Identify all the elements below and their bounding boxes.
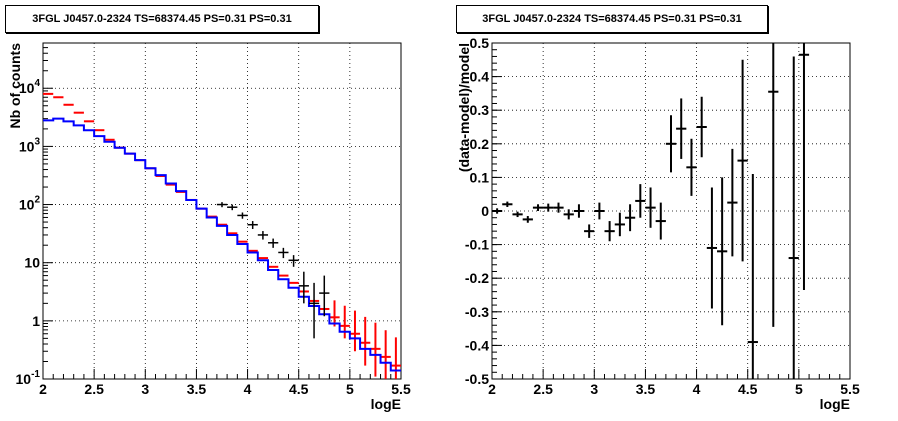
counts-panel: 2 2.5 3 3.5 4 4.5 5 5.5 logE 10-1 1 10 102 103 104 Nb o… bbox=[5, 5, 411, 412]
y-tick-label: 10-1 bbox=[16, 369, 41, 387]
y-tick-label: 0.3 bbox=[470, 102, 490, 118]
blue-step-series bbox=[43, 117, 401, 372]
x-tick-label: 5 bbox=[346, 381, 354, 397]
y-tick-label: -0.4 bbox=[465, 337, 489, 353]
y-tick-label: 0 bbox=[481, 203, 489, 219]
plot-frame bbox=[42, 42, 402, 380]
x-tick-label: 3 bbox=[141, 381, 149, 397]
x-tick-label: 4.5 bbox=[738, 381, 758, 397]
y-tick-label: 0.2 bbox=[470, 136, 490, 152]
x-tick-label: 5 bbox=[795, 381, 803, 397]
y-tick-label: -0.1 bbox=[465, 237, 489, 253]
x-tick-label: 2.5 bbox=[533, 381, 553, 397]
y-axis-label: (data-model)/model bbox=[456, 43, 472, 172]
residuals-chart-title: 3FGL J0457.0-2324 TS=68374.45 PS=0.31 PS… bbox=[456, 5, 768, 33]
x-tick-label: 5.5 bbox=[391, 381, 411, 397]
x-tick-label: 2 bbox=[39, 381, 47, 397]
y-tick-label: 0.4 bbox=[470, 69, 490, 85]
y-tick-label: 0.1 bbox=[470, 169, 490, 185]
x-tick-label: 4 bbox=[693, 381, 701, 397]
y-tick-label: 10 bbox=[24, 255, 40, 271]
y-tick-label: -0.5 bbox=[465, 371, 489, 387]
y-axis-label: Nb of counts bbox=[7, 43, 23, 129]
x-axis-label: logE bbox=[371, 396, 401, 412]
y-tick-label: 102 bbox=[19, 195, 41, 213]
x-tick-label: 4 bbox=[244, 381, 252, 397]
x-tick-label: 3.5 bbox=[187, 381, 207, 397]
residuals-panel: 2 2.5 3 3.5 4 4.5 5 5.5 logE -0.5 -0.4 -0.3 -0.2 -0.1… bbox=[449, 0, 898, 421]
x-tick-label: 5.5 bbox=[840, 381, 860, 397]
x-tick-label: 2 bbox=[488, 381, 496, 397]
y-tick-label: 1 bbox=[32, 313, 40, 329]
y-tick-label: -0.2 bbox=[465, 270, 489, 286]
x-tick-label: 4.5 bbox=[289, 381, 309, 397]
x-tick-label: 3 bbox=[590, 381, 598, 397]
x-axis-label: logE bbox=[820, 396, 850, 412]
y-tick-label: 104 bbox=[19, 78, 41, 96]
y-tick-label: 103 bbox=[19, 136, 41, 154]
counts-chart-title: 3FGL J0457.0-2324 TS=68374.45 PS=0.31 PS… bbox=[5, 5, 319, 33]
x-tick-label: 2.5 bbox=[84, 381, 104, 397]
y-tick-label: -0.3 bbox=[465, 304, 489, 320]
x-tick-label: 3.5 bbox=[636, 381, 656, 397]
y-tick-label: 0.5 bbox=[470, 35, 490, 51]
